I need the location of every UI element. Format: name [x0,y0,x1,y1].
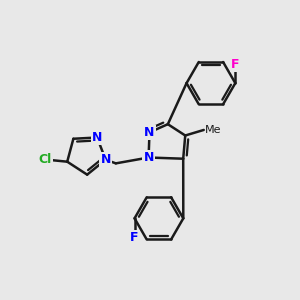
Text: N: N [92,131,102,144]
Text: N: N [100,153,111,166]
Text: Cl: Cl [38,153,52,166]
Text: N: N [143,151,154,164]
Text: F: F [130,231,139,244]
Text: Me: Me [205,125,222,135]
Text: N: N [144,126,155,139]
Text: F: F [231,58,240,71]
